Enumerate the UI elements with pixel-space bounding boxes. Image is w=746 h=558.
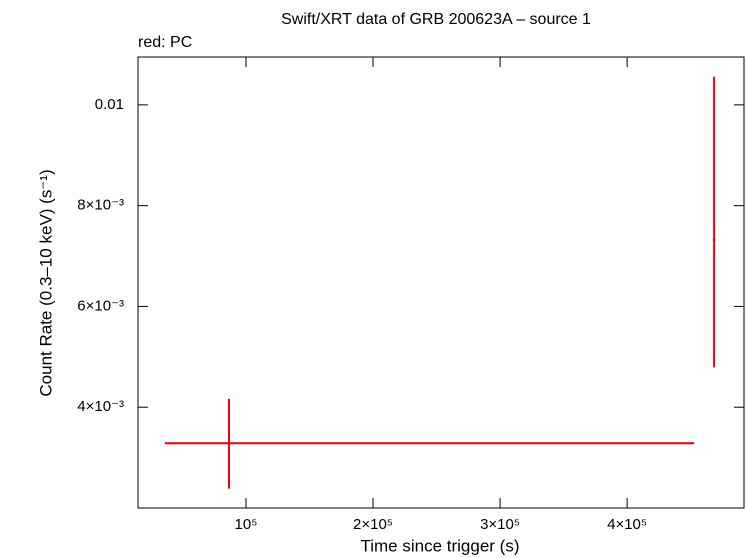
- x-tick-label: 10⁵: [235, 516, 258, 533]
- x-tick-label: 4×10⁵: [607, 516, 647, 533]
- y-tick-label: 6×10⁻³: [77, 297, 124, 314]
- y-tick-label: 0.01: [95, 96, 124, 113]
- x-tick-label: 3×10⁵: [480, 516, 520, 533]
- x-tick-label: 2×10⁵: [353, 516, 393, 533]
- x-axis-label: Time since trigger (s): [360, 536, 519, 555]
- y-tick-label: 4×10⁻³: [77, 398, 124, 415]
- annotation: red: PC: [138, 34, 192, 51]
- plot-frame: [137, 56, 745, 509]
- y-axis-label: Count Rate (0.3–10 keV) (s⁻¹): [36, 169, 55, 396]
- y-tick-label: 8×10⁻³: [77, 197, 124, 214]
- chart-title: Swift/XRT data of GRB 200623A – source 1: [281, 11, 591, 28]
